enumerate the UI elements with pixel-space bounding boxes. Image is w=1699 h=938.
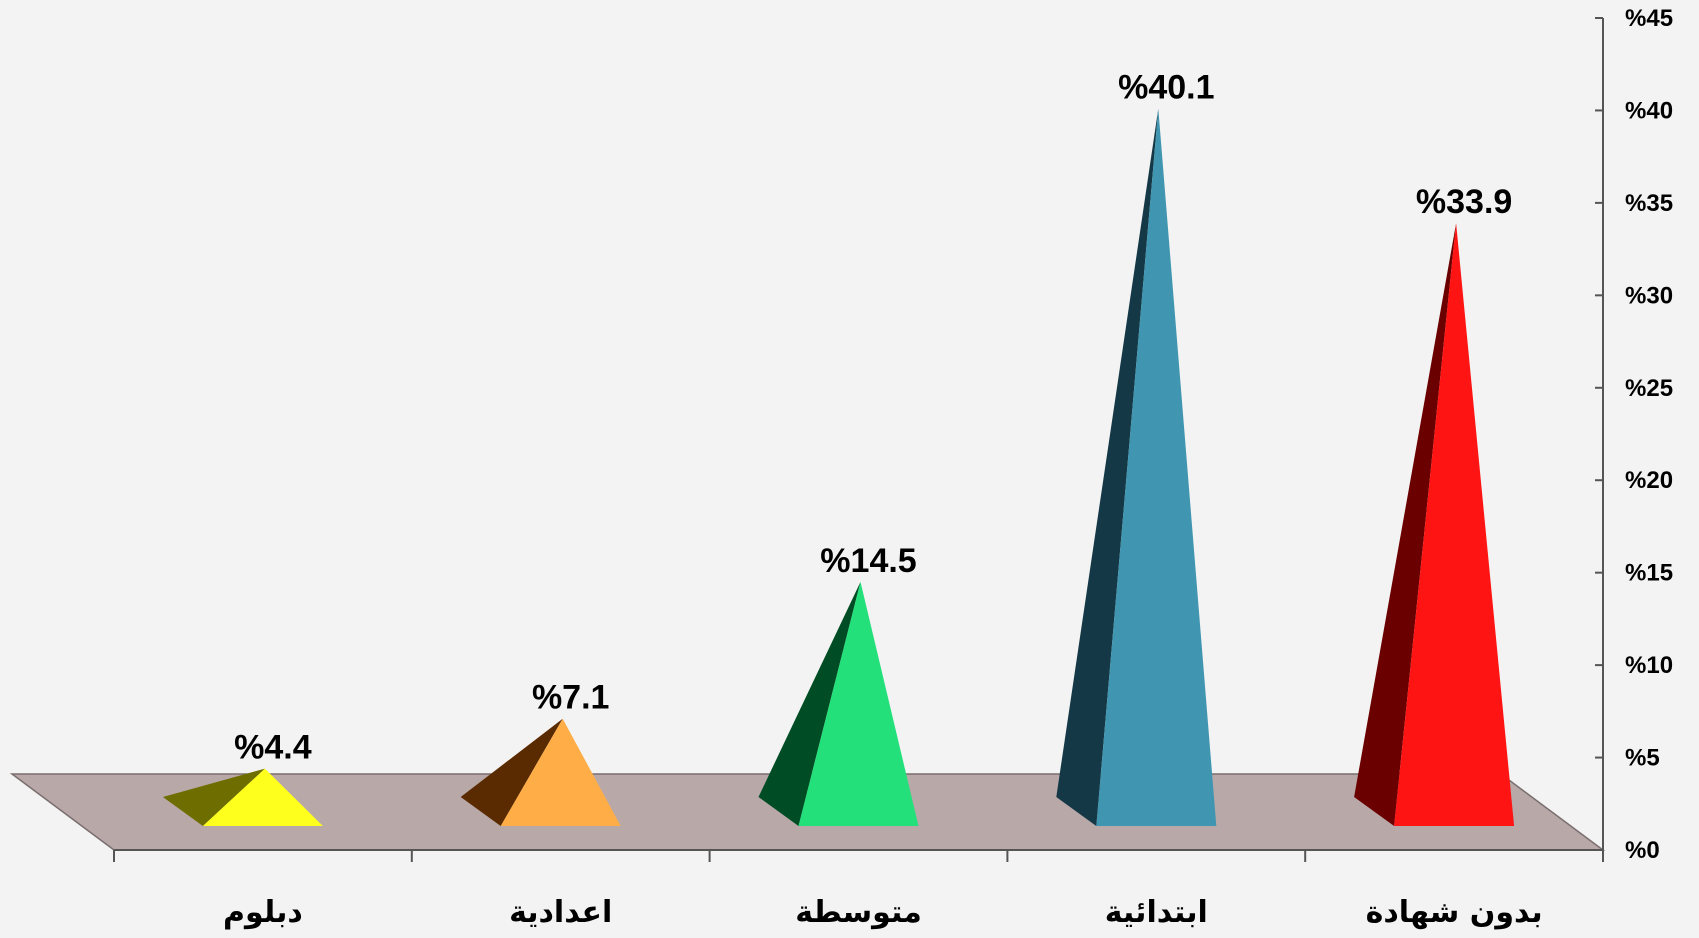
data-label: %33.9 [1416,183,1512,221]
y-tick-label: %15 [1625,560,1673,587]
y-tick-label: %10 [1625,652,1673,679]
bar-front-face [202,768,323,826]
y-tick-label: %20 [1625,467,1673,494]
bar-front-face [1394,223,1515,826]
category-label: بدون شهادة [1366,895,1543,930]
y-tick-label: %5 [1625,745,1660,772]
y-tick-label: %35 [1625,190,1673,217]
data-label: %40.1 [1118,69,1214,107]
bar-front-face [798,581,919,826]
y-tick-label: %45 [1625,5,1673,32]
data-label: %7.1 [532,679,610,717]
bar-side-face [460,718,563,826]
bar-front-face [1096,108,1217,826]
y-tick-label: %0 [1625,837,1660,864]
bar-side-face [1354,223,1457,826]
bar-side-face [1056,108,1159,826]
y-tick-label: %25 [1625,375,1673,402]
data-label: %14.5 [820,542,916,580]
y-tick-label: %40 [1625,97,1673,124]
bar-front-face [500,718,621,826]
data-label: %4.4 [234,729,312,767]
bar-side-face [758,581,861,826]
category-label: متوسطة [795,895,922,930]
category-label: ابتدائية [1105,895,1208,930]
category-label: دبلوم [223,895,303,930]
y-tick-label: %30 [1625,282,1673,309]
bar-side-face [162,768,265,826]
category-label: اعدادية [509,895,612,930]
